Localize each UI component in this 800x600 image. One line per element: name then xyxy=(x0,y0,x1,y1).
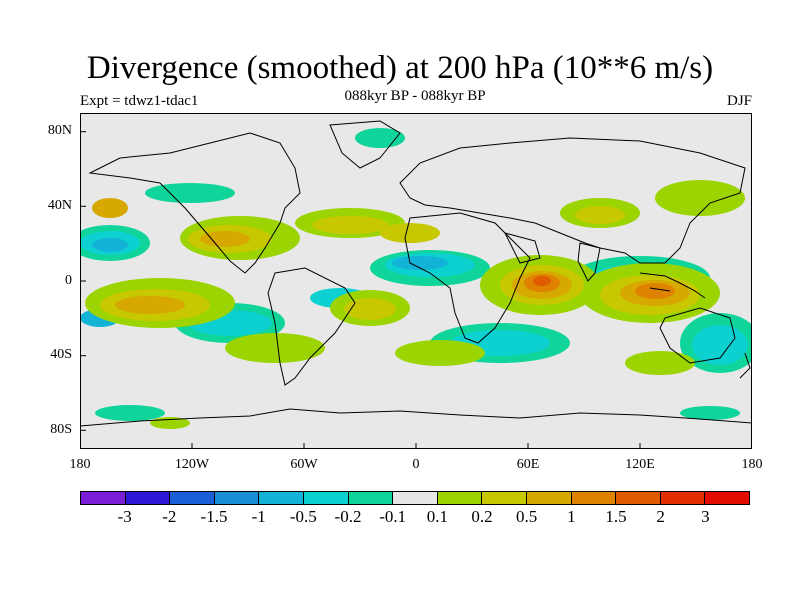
colorbar-swatch xyxy=(660,492,706,504)
colorbar-swatch xyxy=(170,492,215,504)
lon-label-60e: 60E xyxy=(516,457,540,472)
colorbar-swatch xyxy=(214,492,260,504)
colorbar-label: -0.2 xyxy=(334,507,362,526)
colorbar-swatch xyxy=(125,492,171,504)
lon-label-0: 0 xyxy=(412,457,420,472)
colorbar-swatch xyxy=(81,492,126,504)
map-ticks xyxy=(80,131,641,449)
divergence-map xyxy=(80,113,752,449)
colorbar-swatch xyxy=(482,492,527,504)
experiment-label: Expt = tdwz1-tdac1 xyxy=(80,93,199,109)
lon-label-120e: 120E xyxy=(625,457,655,472)
colorbar-label: 3 xyxy=(701,507,710,526)
colorbar-label: 2 xyxy=(656,507,665,526)
lat-label-80s: 80S xyxy=(50,422,72,437)
colorbar-label: -3 xyxy=(117,507,132,526)
plot-subtitle: 088kyr BP - 088kyr BP xyxy=(344,88,486,104)
colorbar-label: 1 xyxy=(567,507,576,526)
colorbar-label: 0.1 xyxy=(426,507,448,526)
colorbar-swatch xyxy=(303,492,349,504)
colorbar-swatch xyxy=(705,492,749,504)
colorbar-label: -1.5 xyxy=(200,507,228,526)
lat-label-40n: 40N xyxy=(47,198,72,213)
coastlines xyxy=(80,120,752,427)
lon-label-60w: 60W xyxy=(290,457,318,472)
colorbar-label: 1.5 xyxy=(605,507,627,526)
colorbar-label: 0.5 xyxy=(516,507,538,526)
lat-label-40s: 40S xyxy=(50,347,72,362)
colorbar-label: -0.1 xyxy=(379,507,407,526)
colorbar-swatch xyxy=(259,492,304,504)
colorbar xyxy=(80,491,750,505)
colorbar-label: -2 xyxy=(162,507,177,526)
colorbar-swatch xyxy=(571,492,617,504)
plot-title: Divergence (smoothed) at 200 hPa (10**6 … xyxy=(86,50,714,86)
lon-label-180e: 180 xyxy=(741,457,763,472)
colorbar-label: -1 xyxy=(251,507,266,526)
colorbar-label: -0.5 xyxy=(289,507,317,526)
colorbar-swatch xyxy=(526,492,572,504)
colorbar-swatch xyxy=(393,492,438,504)
lon-label-120w: 120W xyxy=(174,457,210,472)
colorbar-label: 0.2 xyxy=(471,507,493,526)
colorbar-swatch xyxy=(348,492,394,504)
lat-label-eq: 0 xyxy=(65,273,72,288)
colorbar-swatch xyxy=(437,492,483,504)
lat-label-80n: 80N xyxy=(47,123,72,138)
lon-label-180w: 180 xyxy=(69,457,91,472)
season-label: DJF xyxy=(726,93,752,109)
colorbar-swatch xyxy=(616,492,661,504)
